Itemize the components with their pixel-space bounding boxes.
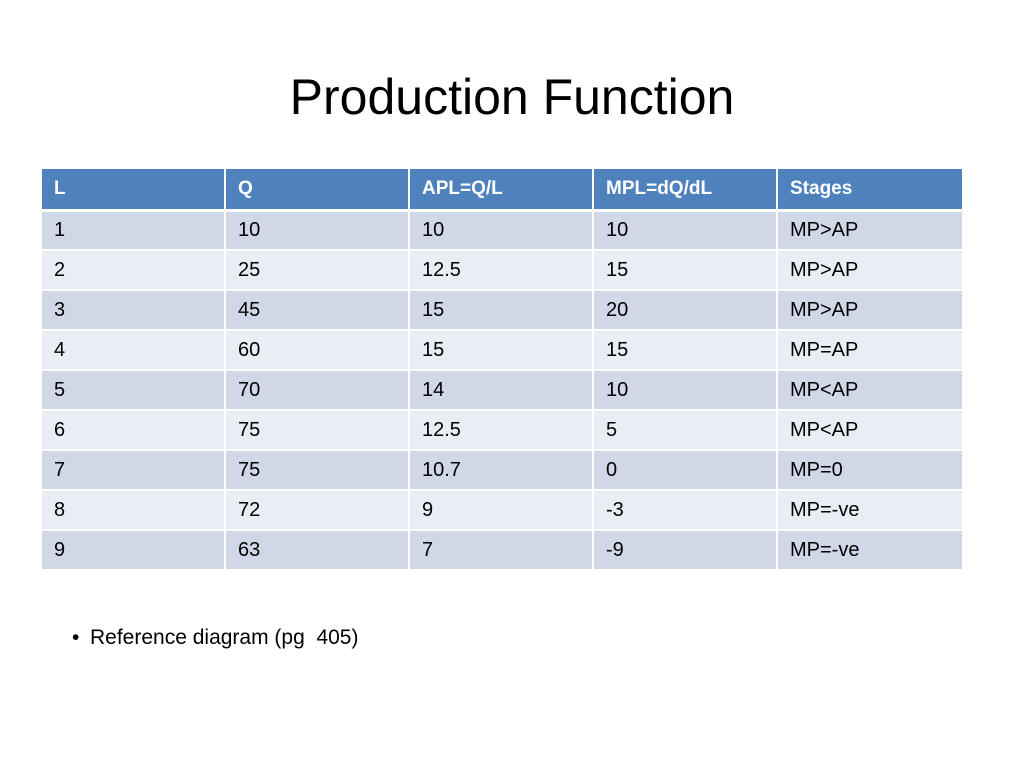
cell-stage: MP=-ve [776,489,964,531]
cell-stage: MP<AP [776,369,964,411]
table-header: L Q APL=Q/L MPL=dQ/dL Stages [40,167,964,212]
slide-title: Production Function [289,69,735,125]
cell-mpl: -9 [592,529,778,571]
table-row: 8 72 9 -3 MP=-ve [40,489,964,531]
cell-l: 7 [40,449,226,491]
cell-l: 4 [40,329,226,371]
cell-mpl: 15 [592,329,778,371]
cell-mpl: 5 [592,409,778,451]
cell-l: 2 [40,249,226,291]
cell-apl: 14 [408,369,594,411]
cell-q: 60 [224,329,410,371]
cell-stage: MP>AP [776,209,964,251]
cell-l: 6 [40,409,226,451]
cell-l: 3 [40,289,226,331]
header-cell-q: Q [224,167,410,212]
header-cell-apl: APL=Q/L [408,167,594,212]
table-body: 1 10 10 10 MP>AP 2 25 12.5 15 MP>AP 3 45… [40,209,964,571]
cell-apl: 9 [408,489,594,531]
cell-mpl: 0 [592,449,778,491]
bullet-item: • Reference diagram (pg 405) [72,622,358,654]
table-row: 6 75 12.5 5 MP<AP [40,409,964,451]
cell-q: 75 [224,449,410,491]
cell-stage: MP=-ve [776,529,964,571]
cell-stage: MP=AP [776,329,964,371]
bullet-list: • Reference diagram (pg 405) [72,622,358,654]
cell-q: 25 [224,249,410,291]
header-row: L Q APL=Q/L MPL=dQ/dL Stages [40,167,964,212]
cell-apl: 15 [408,329,594,371]
cell-apl: 15 [408,289,594,331]
cell-q: 75 [224,409,410,451]
cell-q: 10 [224,209,410,251]
cell-apl: 7 [408,529,594,571]
cell-q: 72 [224,489,410,531]
cell-q: 63 [224,529,410,571]
table-row: 1 10 10 10 MP>AP [40,209,964,251]
cell-l: 8 [40,489,226,531]
table-row: 3 45 15 20 MP>AP [40,289,964,331]
header-cell-stages: Stages [776,167,964,212]
cell-mpl: 15 [592,249,778,291]
cell-apl: 12.5 [408,409,594,451]
cell-stage: MP>AP [776,289,964,331]
production-table: L Q APL=Q/L MPL=dQ/dL Stages 1 10 10 10 … [40,167,964,571]
cell-l: 9 [40,529,226,571]
cell-mpl: 10 [592,369,778,411]
cell-mpl: -3 [592,489,778,531]
cell-apl: 10.7 [408,449,594,491]
cell-q: 70 [224,369,410,411]
cell-q: 45 [224,289,410,331]
cell-l: 5 [40,369,226,411]
cell-apl: 10 [408,209,594,251]
cell-stage: MP=0 [776,449,964,491]
cell-mpl: 10 [592,209,778,251]
bullet-text: Reference diagram (pg 405) [90,626,359,649]
cell-mpl: 20 [592,289,778,331]
table-row: 5 70 14 10 MP<AP [40,369,964,411]
header-cell-mpl: MPL=dQ/dL [592,167,778,212]
cell-apl: 12.5 [408,249,594,291]
cell-stage: MP<AP [776,409,964,451]
table-row: 2 25 12.5 15 MP>AP [40,249,964,291]
table-row: 7 75 10.7 0 MP=0 [40,449,964,491]
header-cell-l: L [40,167,226,212]
cell-stage: MP>AP [776,249,964,291]
table-row: 9 63 7 -9 MP=-ve [40,529,964,571]
table-row: 4 60 15 15 MP=AP [40,329,964,371]
cell-l: 1 [40,209,226,251]
bullet-marker: • [72,626,80,649]
